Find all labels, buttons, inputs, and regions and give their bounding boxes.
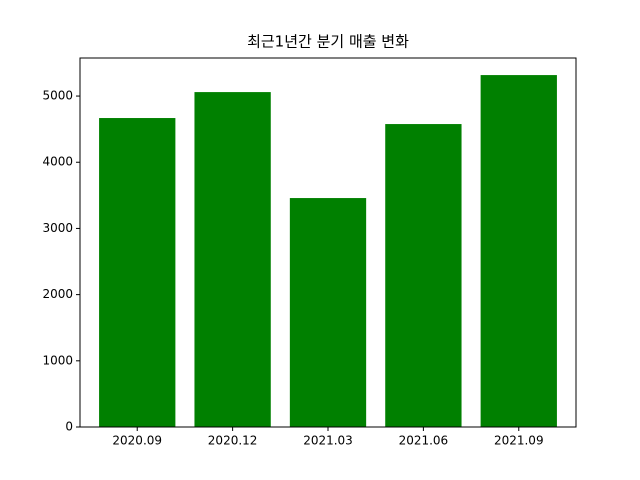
x-tick-label: 2021.03 — [303, 434, 353, 448]
x-tick-label: 2021.06 — [399, 434, 449, 448]
y-tick-label: 5000 — [42, 89, 73, 103]
x-tick-label: 2021.09 — [494, 434, 544, 448]
plot-frame — [79, 57, 577, 428]
y-tick-label: 2000 — [42, 287, 73, 301]
chart-title: 최근1년간 분기 매출 변화 — [247, 33, 409, 51]
bar — [289, 198, 367, 427]
bar — [385, 124, 462, 427]
x-tick-label: 2020.12 — [208, 434, 258, 448]
bar — [480, 75, 557, 427]
y-tick-label: 0 — [65, 420, 73, 434]
y-tick-label: 3000 — [42, 221, 73, 235]
bar — [99, 118, 176, 427]
x-tick-label: 2020.09 — [112, 434, 162, 448]
y-tick-label: 4000 — [42, 155, 73, 169]
y-tick-label: 1000 — [42, 353, 73, 367]
bar — [194, 92, 271, 427]
